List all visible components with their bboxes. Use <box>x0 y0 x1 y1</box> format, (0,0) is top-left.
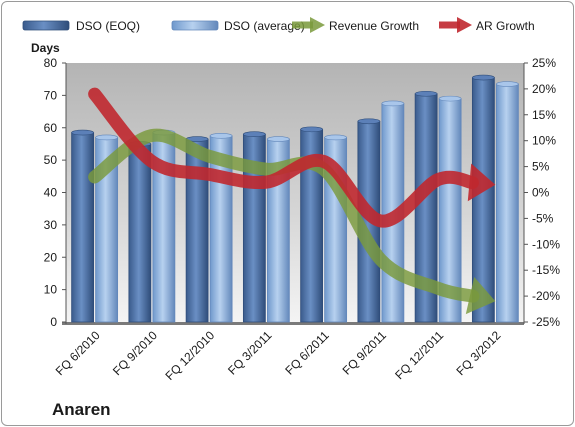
bar-top-dso-eoq <box>300 126 323 133</box>
y-tick-label: 30 <box>44 218 58 232</box>
bar-top-dso-average <box>324 134 347 141</box>
y-tick-label: 0 <box>50 315 57 329</box>
y2-tick-label: 20% <box>532 82 556 96</box>
bar-dso-average <box>495 83 519 323</box>
y2-tick-label: 10% <box>532 134 556 148</box>
y2-tick-label: 0% <box>532 186 550 200</box>
bar-dso-eoq <box>128 143 152 323</box>
y2-tick-label: -20% <box>532 289 560 303</box>
bar-dso-eoq <box>71 132 95 323</box>
bar-top-dso-average <box>209 133 233 139</box>
y2-tick-label: 25% <box>532 56 556 70</box>
y-tick-label: 40 <box>44 186 58 200</box>
floor <box>62 322 524 325</box>
y-tick-label: 70 <box>44 88 58 102</box>
legend-item-ar-growth[interactable]: AR Growth <box>439 17 535 33</box>
x-tick-label: FQ 9/2011 <box>340 328 390 378</box>
bar-top-dso-average <box>95 134 118 141</box>
bar-top-dso-eoq <box>243 131 266 138</box>
y-axis-title: Days <box>31 41 60 55</box>
legend-label-dso-eoq: DSO (EOQ) <box>76 19 140 33</box>
legend: DSO (EOQ) DSO (average) Revenue Growth A… <box>22 17 535 33</box>
bar-top-dso-eoq <box>71 129 94 136</box>
legend-item-dso-eoq[interactable]: DSO (EOQ) <box>22 19 140 33</box>
bar-top-dso-average <box>496 81 519 87</box>
legend-item-dso-average[interactable]: DSO (average) <box>171 19 305 33</box>
line-ar-growth <box>88 87 479 228</box>
y-tick-label: 20 <box>44 250 58 264</box>
bar-top-dso-eoq <box>472 74 495 81</box>
company-label: Anaren <box>52 400 111 419</box>
x-tick-label: FQ 3/2012 <box>454 328 504 378</box>
y-tick-label: 80 <box>44 56 58 70</box>
bars-layer <box>71 74 519 323</box>
legend-arrowhead-revenue-growth <box>310 17 325 33</box>
arrows-layer <box>88 87 496 315</box>
legend-label-dso-average: DSO (average) <box>224 19 305 33</box>
bar-top-dso-eoq <box>414 90 438 97</box>
legend-label-revenue-growth: Revenue Growth <box>329 19 419 33</box>
arrowhead-revenue-growth <box>465 277 496 315</box>
y-tick-label: 50 <box>44 153 58 167</box>
y2-tick-label: -10% <box>532 237 560 251</box>
y2-tick-label: 15% <box>532 108 556 122</box>
x-tick-label: FQ 9/2010 <box>110 328 160 378</box>
y2-tick-label: -25% <box>532 315 560 329</box>
bar-top-dso-average <box>438 95 462 102</box>
x-tick-label: FQ 6/2011 <box>282 328 332 378</box>
legend-label-ar-growth: AR Growth <box>476 19 535 33</box>
legend-item-revenue-growth[interactable]: Revenue Growth <box>292 17 419 33</box>
legend-swatch-dso-average <box>171 20 219 31</box>
y2-tick-label: -15% <box>532 263 560 277</box>
x-tick-label: FQ 3/2011 <box>225 328 275 378</box>
x-tick-label: FQ 12/2011 <box>392 328 446 382</box>
legend-swatch-dso-eoq <box>22 20 70 31</box>
x-tick-label: FQ 12/2010 <box>163 328 218 383</box>
arrowhead-ar-growth <box>467 163 496 202</box>
bar-top-dso-average <box>267 136 290 142</box>
y-tick-label: 60 <box>44 121 58 135</box>
bar-top-dso-eoq <box>357 118 381 125</box>
y2-tick-label: -5% <box>532 211 554 225</box>
y2-tick-label: 5% <box>532 160 550 174</box>
x-tick-label: FQ 6/2010 <box>53 328 103 378</box>
y-tick-label: 10 <box>44 283 58 297</box>
bar-top-dso-average <box>381 100 405 107</box>
legend-arrowhead-ar-growth <box>457 17 472 33</box>
